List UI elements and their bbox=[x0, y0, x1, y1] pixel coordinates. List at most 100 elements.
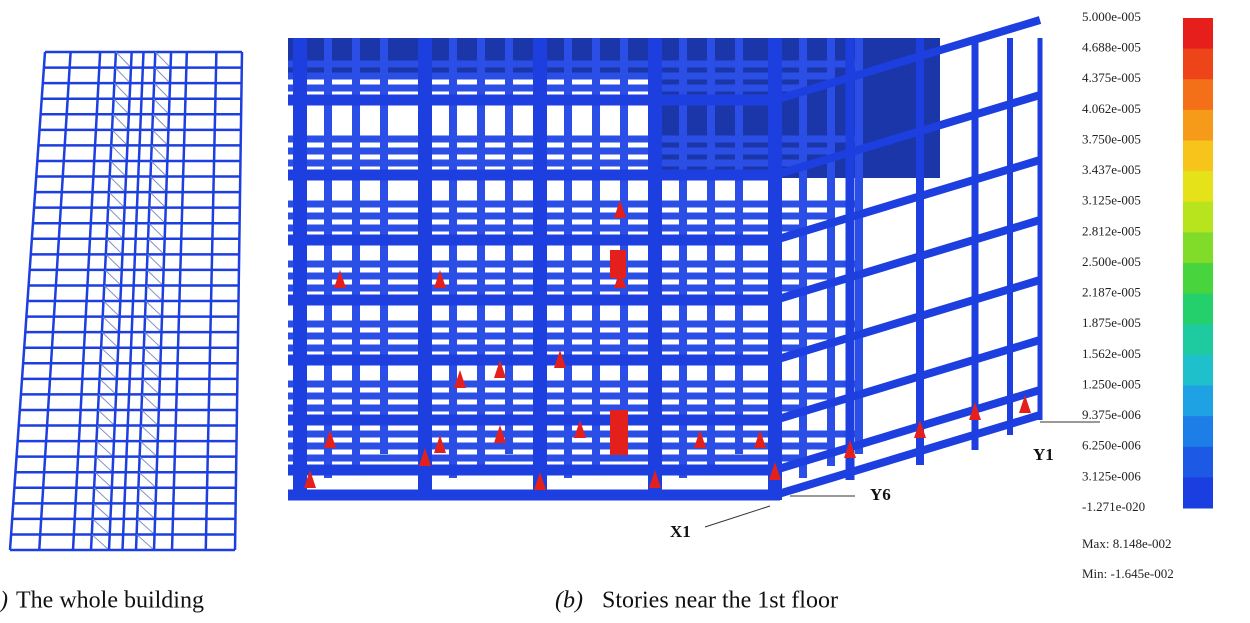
legend-band bbox=[1183, 446, 1213, 478]
beam bbox=[773, 336, 1042, 424]
beam bbox=[773, 91, 1042, 179]
stress-hotspot bbox=[534, 472, 546, 490]
whole-building-model bbox=[8, 50, 244, 552]
caption-b: Stories near the 1st floor bbox=[602, 588, 838, 614]
legend-label: 1.562e-005 bbox=[1082, 346, 1141, 361]
brace bbox=[153, 82, 170, 100]
stress-hotspot bbox=[554, 350, 566, 368]
caption-a-mark: ) bbox=[0, 588, 8, 614]
legend-band bbox=[1183, 79, 1213, 111]
stress-hotspot bbox=[754, 430, 766, 448]
brace bbox=[146, 269, 164, 286]
brace bbox=[141, 409, 159, 426]
caption-a: The whole building bbox=[16, 588, 204, 614]
contour-legend: 5.000e-005 4.688e-005 4.375e-005 4.062e-005… bbox=[1082, 9, 1213, 514]
legend-band bbox=[1183, 18, 1213, 50]
brace bbox=[101, 331, 119, 349]
brace bbox=[148, 207, 166, 224]
brace bbox=[145, 285, 163, 302]
brace bbox=[151, 129, 169, 146]
brace bbox=[136, 534, 155, 551]
beam bbox=[773, 411, 1042, 499]
stress-hotspot bbox=[574, 420, 586, 438]
stress-hotspot bbox=[494, 360, 506, 378]
stress-hotspot bbox=[434, 270, 446, 288]
label-x1: X1 bbox=[670, 522, 691, 541]
arrow-x1 bbox=[704, 505, 771, 528]
brace bbox=[142, 378, 160, 395]
brace bbox=[144, 331, 162, 349]
stress-hotspot bbox=[649, 470, 661, 488]
brace bbox=[149, 191, 167, 208]
slab bbox=[288, 38, 648, 78]
brace bbox=[154, 51, 171, 68]
stress-hotspot bbox=[324, 430, 336, 448]
legend-label: 2.500e-005 bbox=[1082, 254, 1141, 269]
brace bbox=[102, 316, 120, 333]
brace bbox=[139, 456, 158, 473]
max-label: Max: 8.148e-002 bbox=[1082, 536, 1172, 551]
caption-b-mark: (b) bbox=[555, 588, 583, 614]
beam bbox=[773, 276, 1042, 364]
stress-hotspot bbox=[304, 470, 316, 488]
brace bbox=[140, 425, 159, 442]
brace bbox=[152, 113, 169, 131]
beam bbox=[773, 16, 1042, 104]
legend-label: 4.062e-005 bbox=[1082, 101, 1141, 116]
brace bbox=[114, 67, 131, 84]
legend-band bbox=[1183, 232, 1213, 264]
stress-hotspot bbox=[844, 440, 856, 458]
legend-label: -1.271e-020 bbox=[1082, 499, 1145, 514]
legend-band bbox=[1183, 263, 1213, 295]
stress-hotspot bbox=[419, 448, 431, 466]
brace bbox=[103, 300, 120, 317]
brace bbox=[142, 362, 161, 380]
stress-hotspot bbox=[614, 200, 626, 218]
brace bbox=[113, 98, 130, 115]
brace bbox=[100, 347, 118, 364]
legend-band bbox=[1183, 171, 1213, 203]
brace bbox=[104, 269, 122, 286]
stress-hotspot bbox=[694, 430, 706, 448]
brace bbox=[112, 113, 129, 131]
brace bbox=[109, 176, 126, 193]
brace bbox=[100, 362, 118, 380]
stress-hotspot bbox=[434, 435, 446, 453]
brace bbox=[151, 145, 168, 162]
brace bbox=[103, 285, 121, 302]
legend-band bbox=[1183, 354, 1213, 386]
legend-band bbox=[1183, 140, 1213, 172]
slab bbox=[650, 38, 940, 178]
label-y1: Y1 bbox=[1033, 445, 1054, 464]
legend-label: 4.375e-005 bbox=[1082, 70, 1141, 85]
stress-hotspot bbox=[494, 425, 506, 443]
brace bbox=[92, 502, 111, 520]
legend-label: 2.812e-005 bbox=[1082, 223, 1141, 238]
brace bbox=[136, 518, 155, 535]
stress-hotspot bbox=[769, 462, 781, 480]
brace bbox=[137, 502, 156, 520]
legend-band bbox=[1183, 293, 1213, 325]
brace bbox=[138, 471, 157, 489]
brace bbox=[107, 207, 125, 224]
brace bbox=[154, 67, 171, 84]
stress-hotspot bbox=[1019, 395, 1031, 413]
legend-label: 1.250e-005 bbox=[1082, 376, 1141, 391]
brace bbox=[93, 487, 112, 504]
stress-hotspot bbox=[610, 410, 628, 455]
stress-hotspot bbox=[969, 402, 981, 420]
brace bbox=[94, 471, 113, 489]
brace bbox=[138, 487, 156, 504]
beam bbox=[773, 216, 1042, 304]
legend-band bbox=[1183, 477, 1213, 509]
brace bbox=[150, 176, 167, 193]
legend-label: 3.750e-005 bbox=[1082, 131, 1141, 146]
brace bbox=[147, 238, 165, 255]
legend-label: 3.437e-005 bbox=[1082, 162, 1141, 177]
brace bbox=[114, 82, 130, 100]
brace bbox=[97, 409, 116, 426]
legend-label: 4.688e-005 bbox=[1082, 40, 1141, 55]
brace bbox=[107, 222, 124, 240]
brace bbox=[99, 378, 117, 395]
stress-hotspot bbox=[614, 270, 626, 288]
